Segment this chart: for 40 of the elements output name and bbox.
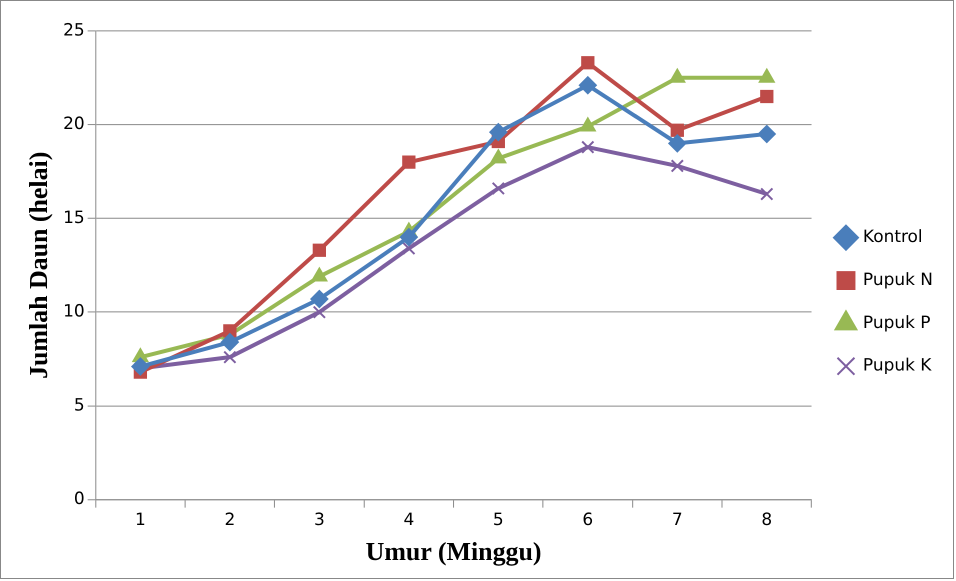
point xyxy=(131,358,150,376)
y-tick-label: 15 xyxy=(63,206,85,227)
y-axis-title: Jumlah Daun (helai) xyxy=(24,152,54,379)
point xyxy=(578,76,597,94)
x-tick-label: 7 xyxy=(672,509,683,530)
point xyxy=(668,134,686,152)
legend-label: Pupuk P xyxy=(862,312,931,332)
legend-label: Kontrol xyxy=(862,226,923,246)
point xyxy=(310,290,328,308)
point xyxy=(223,350,237,364)
point xyxy=(312,244,326,257)
y-tick-label: 0 xyxy=(74,488,85,508)
point xyxy=(402,242,416,256)
point xyxy=(581,56,594,70)
x-tick-label: 6 xyxy=(582,509,594,530)
legend-label: Pupuk N xyxy=(862,268,933,289)
x-axis-title: Umur (Minggu) xyxy=(366,537,542,566)
legend-label: Pupuk K xyxy=(862,354,932,375)
x-tick-label: 8 xyxy=(761,509,772,530)
y-tick-label: 25 xyxy=(63,19,85,40)
point xyxy=(312,306,326,319)
point xyxy=(670,124,684,137)
point xyxy=(402,156,416,169)
x-tick-label: 1 xyxy=(134,509,146,530)
y-tick-label: 10 xyxy=(63,300,85,321)
point xyxy=(492,182,505,196)
point xyxy=(670,159,684,173)
point xyxy=(581,140,594,154)
point xyxy=(400,228,418,246)
point xyxy=(760,90,774,104)
point xyxy=(489,123,508,142)
x-tick-label: 4 xyxy=(403,509,414,530)
y-tick-label: 5 xyxy=(74,394,85,414)
point xyxy=(758,125,776,143)
x-tick-label: 2 xyxy=(224,509,236,530)
point xyxy=(760,187,774,201)
y-tick-label: 20 xyxy=(63,113,85,134)
x-tick-label: 5 xyxy=(492,509,504,530)
x-tick-label: 3 xyxy=(314,509,325,530)
point xyxy=(220,333,239,352)
